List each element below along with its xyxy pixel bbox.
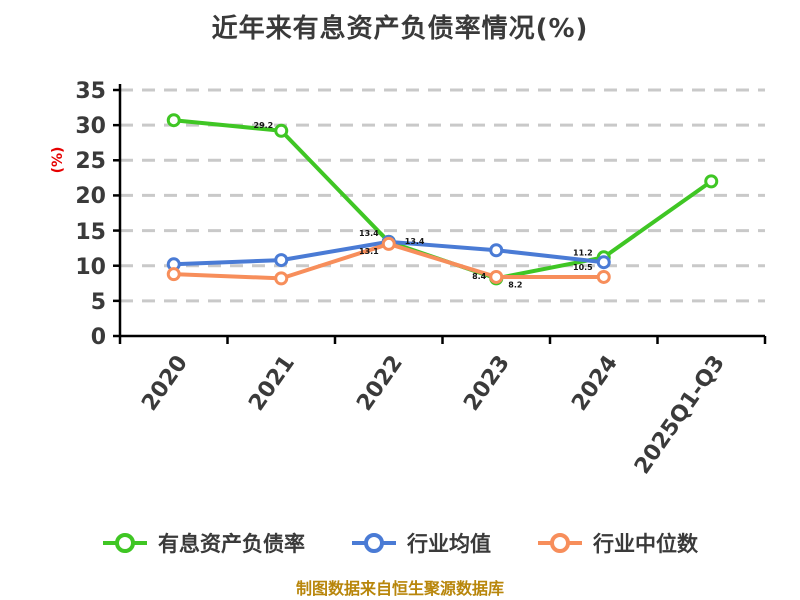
data-point [381, 236, 396, 251]
gridlines [120, 88, 765, 303]
data-point [596, 269, 611, 284]
point-value-label: 8.4 [472, 272, 487, 281]
ytick-20: 20 [75, 184, 106, 209]
legend-item-industry-median: 行业中位数 [537, 528, 698, 558]
legend-item-industry-mean: 行业均值 [351, 528, 491, 558]
point-value-label: 13.1 [359, 247, 379, 256]
axes [113, 84, 767, 344]
point-value-label: 13.4 [405, 237, 425, 246]
data-point [274, 253, 289, 268]
data-point [274, 123, 289, 138]
data-point [489, 269, 504, 284]
xtick-2024: 2024 [567, 351, 623, 415]
legend-label-industry-mean: 行业均值 [407, 532, 491, 556]
xtick-2025q3: 2025Q1-Q3 [630, 351, 730, 479]
ytick-30: 30 [75, 114, 106, 139]
xtick-2022: 2022 [352, 351, 408, 415]
data-point [166, 113, 181, 128]
ytick-35: 35 [75, 79, 106, 104]
legend-marker-orange-icon [538, 533, 582, 553]
data-point [596, 255, 611, 270]
data-point [166, 267, 181, 282]
ytick-0: 0 [91, 325, 106, 350]
xtick-2021: 2021 [244, 351, 300, 415]
legend-label-company-ratio: 有息资产负债率 [158, 532, 305, 556]
ytick-15: 15 [75, 220, 106, 245]
data-point [489, 243, 504, 258]
chart-title: 近年来有息资产负债率情况(%) [211, 14, 589, 44]
y-axis-unit-label: (%) [50, 147, 66, 174]
legend-item-company-ratio: 有息资产负债率 [102, 528, 305, 558]
axis-labels: (%) 0 5 10 15 20 25 30 35 2020 2021 2022… [50, 79, 730, 479]
legend-label-industry-median: 行业中位数 [593, 532, 698, 556]
legend-marker-green-icon [103, 533, 147, 553]
series-lines: 29.2 13.4 13.4 13.1 8.4 8.2 11.2 10.5 [166, 113, 719, 289]
data-source-caption: 制图数据来自恒生聚源数据库 [295, 579, 504, 598]
legend-marker-blue-icon [352, 533, 396, 553]
point-value-label: 10.5 [573, 263, 593, 272]
data-point [274, 271, 289, 286]
point-value-label: 13.4 [359, 229, 379, 238]
point-value-label: 8.2 [508, 280, 522, 289]
chart-legend: 有息资产负债率 行业均值 行业中位数 [0, 520, 800, 566]
series-line-0 [171, 118, 714, 281]
point-value-label: 11.2 [573, 248, 593, 257]
xtick-2020: 2020 [137, 351, 193, 415]
xtick-2023: 2023 [459, 351, 515, 415]
ytick-10: 10 [75, 255, 106, 280]
ytick-5: 5 [91, 290, 106, 315]
point-value-label: 29.2 [254, 121, 274, 130]
ytick-25: 25 [75, 149, 106, 174]
data-point [704, 174, 719, 189]
